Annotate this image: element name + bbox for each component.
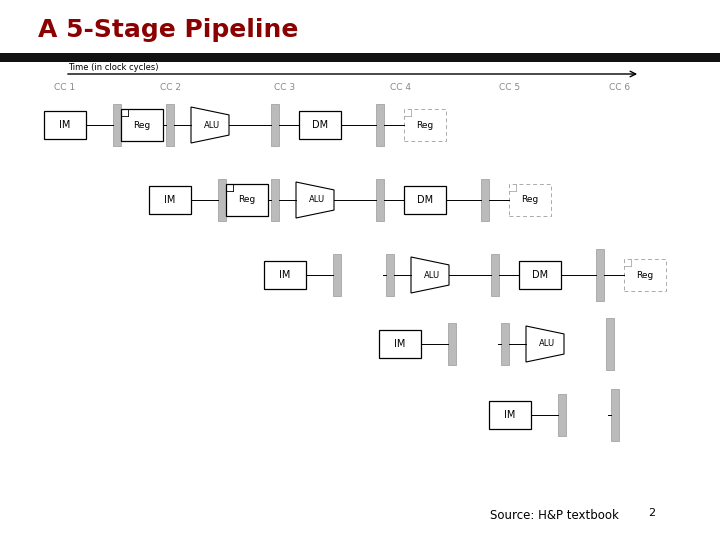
Text: CC 5: CC 5 — [500, 83, 521, 92]
Text: 2: 2 — [648, 508, 655, 518]
Text: Reg: Reg — [133, 120, 150, 130]
Text: DM: DM — [312, 120, 328, 130]
Bar — [489, 401, 531, 429]
Bar — [149, 186, 191, 214]
Bar — [0, 53, 720, 62]
Bar — [264, 261, 306, 289]
Text: CC 4: CC 4 — [390, 83, 410, 92]
Polygon shape — [191, 107, 229, 143]
Bar — [166, 104, 174, 146]
Text: CC 2: CC 2 — [160, 83, 181, 92]
Bar — [509, 184, 551, 216]
Bar — [333, 254, 341, 296]
Bar — [611, 389, 619, 441]
Text: DM: DM — [532, 270, 548, 280]
Text: Reg: Reg — [636, 271, 654, 280]
Bar — [404, 186, 446, 214]
Text: Reg: Reg — [416, 120, 433, 130]
Text: Reg: Reg — [521, 195, 539, 205]
Bar — [519, 261, 561, 289]
Bar — [386, 254, 394, 296]
Bar — [558, 394, 566, 436]
Bar — [404, 109, 446, 141]
Text: IM: IM — [504, 410, 516, 420]
Text: CC 3: CC 3 — [274, 83, 296, 92]
Bar — [596, 249, 604, 301]
Text: ALU: ALU — [204, 120, 220, 130]
Polygon shape — [411, 257, 449, 293]
Text: Time (in clock cycles): Time (in clock cycles) — [68, 63, 158, 72]
Text: Reg: Reg — [238, 195, 256, 205]
Text: ALU: ALU — [424, 271, 440, 280]
Bar — [379, 330, 421, 358]
Bar — [376, 104, 384, 146]
Text: DM: DM — [417, 195, 433, 205]
Text: CC 1: CC 1 — [55, 83, 76, 92]
Bar — [113, 104, 121, 146]
Text: ALU: ALU — [539, 340, 555, 348]
Bar — [271, 104, 279, 146]
Text: CC 6: CC 6 — [609, 83, 631, 92]
Bar — [491, 254, 499, 296]
Bar — [121, 109, 163, 141]
Bar — [44, 111, 86, 139]
Polygon shape — [526, 326, 564, 362]
Bar — [226, 184, 268, 216]
Polygon shape — [296, 182, 334, 218]
Bar — [448, 323, 456, 365]
Text: Source: H&P textbook: Source: H&P textbook — [490, 509, 619, 522]
Bar — [271, 179, 279, 221]
Bar — [624, 259, 666, 291]
Text: IM: IM — [164, 195, 176, 205]
Text: IM: IM — [59, 120, 71, 130]
Bar — [606, 318, 614, 370]
Bar — [481, 179, 489, 221]
Bar — [218, 179, 226, 221]
Bar — [299, 111, 341, 139]
Bar — [501, 323, 509, 365]
Bar — [376, 179, 384, 221]
Text: A 5-Stage Pipeline: A 5-Stage Pipeline — [38, 18, 298, 42]
Text: IM: IM — [395, 339, 405, 349]
Text: ALU: ALU — [309, 195, 325, 205]
Text: IM: IM — [279, 270, 291, 280]
